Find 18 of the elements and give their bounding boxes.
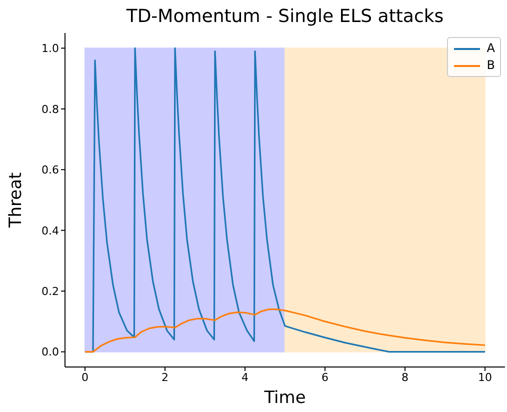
legend-label: B (486, 57, 495, 74)
y-tick-label: 0.2 (42, 284, 59, 298)
x-tick-label: 8 (402, 370, 408, 384)
x-tick-label: 6 (322, 370, 328, 384)
x-tick-label: 4 (242, 370, 248, 384)
x-tick-label: 10 (478, 370, 492, 384)
x-tick-label: 2 (162, 370, 168, 384)
x-tick-label: 0 (82, 370, 88, 384)
y-tick-label: 0.0 (42, 346, 59, 359)
legend-label: A (486, 40, 495, 57)
chart-title: TD-Momentum - Single ELS attacks (125, 6, 445, 27)
y-axis-title: Threat (6, 172, 26, 228)
x-axis-title: Time (263, 388, 307, 408)
line-series (84, 308, 486, 353)
y-tick-label: 0.4 (42, 224, 59, 238)
y-tick-label: 1.0 (42, 42, 59, 56)
y-tick-label: 0.8 (42, 102, 59, 116)
y-tick-label: 0.6 (42, 164, 59, 177)
